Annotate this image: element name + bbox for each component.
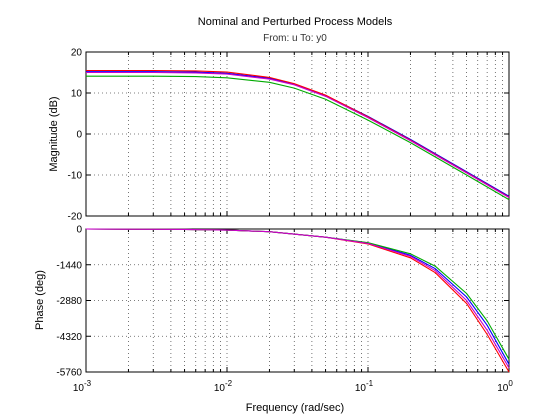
magnitude-series-line: [86, 71, 510, 198]
chart-title: Nominal and Perturbed Process Models: [198, 16, 393, 28]
phase-y-tick-label: -5760: [56, 368, 82, 379]
phase-y-axis-label: Phase (deg): [34, 270, 46, 330]
magnitude-series-line: [86, 75, 510, 201]
x-tick-label: 10-1: [355, 379, 374, 394]
magnitude-y-tick-label: 10: [71, 89, 83, 100]
phase-plot-area: [85, 228, 510, 373]
phase-y-tick-label: -4320: [56, 332, 82, 343]
x-axis-label: Frequency (rad/sec): [246, 402, 344, 414]
x-tick-label: 100: [497, 379, 513, 394]
magnitude-y-tick-label: 20: [71, 48, 83, 59]
phase-series-line: [85, 228, 510, 369]
phase-panel: 0 -1440 -2880 -4320 -5760: [56, 225, 510, 379]
magnitude-panel: 20 10 0 -10 -20: [68, 48, 510, 223]
magnitude-y-tick-label: -20: [68, 212, 83, 223]
magnitude-y-tick-label: 0: [76, 130, 82, 141]
chart-subtitle: From: u To: y0: [263, 33, 327, 44]
x-tick-label: 10-2: [214, 379, 233, 394]
phase-y-tick-label: 0: [76, 225, 82, 236]
phase-y-tick-label: -1440: [56, 260, 82, 271]
phase-y-tick-label: -2880: [56, 296, 82, 307]
magnitude-y-axis-label: Magnitude (dB): [48, 96, 60, 171]
x-tick-labels: 10-3 10-2 10-1 100: [73, 379, 513, 394]
magnitude-y-tick-label: -10: [68, 171, 83, 182]
x-tick-label: 10-3: [73, 379, 92, 394]
